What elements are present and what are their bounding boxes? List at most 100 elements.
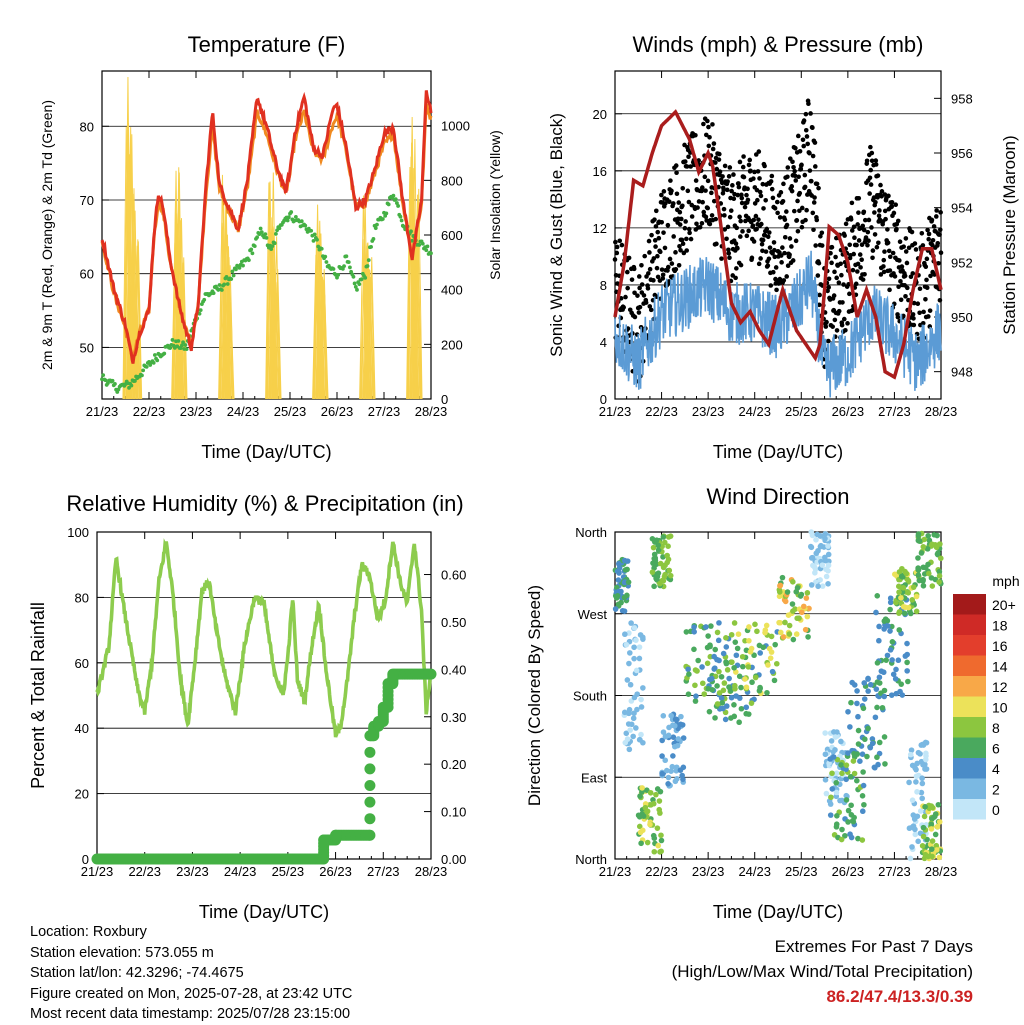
gust-point [657,249,663,255]
rh-y2tick-label: 0.00 [441,852,466,867]
direction-point [832,734,839,740]
direction-point [813,550,820,557]
gust-point [688,236,694,242]
direction-point [869,740,876,747]
direction-point [931,814,937,820]
gust-point [856,210,861,215]
speed-legend-label: 12 [992,679,1008,695]
gust-point [760,181,766,187]
gust-point [787,236,793,241]
dewpoint-point [151,361,156,365]
direction-point [649,535,656,542]
gust-point [852,235,857,241]
direction-point [921,571,928,577]
gust-point [874,244,880,250]
direction-point [929,838,936,844]
direction-point [670,753,676,759]
gust-point [811,227,816,232]
direction-point [859,808,866,815]
dewpoint-point [359,277,364,282]
speed-legend-swatch [953,799,986,820]
gust-point [661,230,666,235]
gust-point [784,209,789,214]
gust-point [868,144,873,150]
gust-point [653,244,658,249]
dewpoint-point [181,340,185,345]
gust-point [868,182,874,187]
direction-point [731,713,738,720]
direction-point [790,579,796,585]
dewpoint-point [348,265,352,270]
direction-point [638,731,644,738]
created-text: Figure created on Mon, 2025-07-28, at 23… [30,985,353,1002]
direction-point [793,631,800,637]
gust-point [704,218,709,223]
dewpoint-point [241,263,245,268]
dir-xlabel: Time (Day/UTC) [713,902,843,922]
direction-point [838,836,845,843]
direction-point [833,779,840,786]
gust-point [774,287,779,293]
solar-spike [317,291,326,400]
dewpoint-point [336,272,341,277]
gust-point [901,244,906,249]
gust-point [688,164,694,169]
gust-point [739,192,744,198]
direction-point [714,683,720,689]
temp-xtick-label: 23/23 [180,404,213,419]
direction-point [907,751,914,758]
gust-point [665,264,671,270]
direction-point [873,686,880,692]
dir-xtick-label: 27/23 [878,864,911,879]
direction-point [701,691,708,697]
gust-point [746,228,751,234]
gust-point [785,174,790,180]
gust-point [659,192,664,198]
dewpoint-point [264,235,269,240]
direction-point [631,655,637,662]
direction-point [881,693,888,700]
gust-point [713,160,718,165]
gust-point [929,217,935,223]
direction-point [865,688,871,694]
gust-point [938,250,944,256]
dewpoint-point [272,241,277,246]
direction-point [661,539,668,546]
wind-line [614,250,942,398]
gust-point [935,240,941,246]
direction-point [630,733,636,740]
direction-point [822,531,828,537]
direction-point [887,606,893,613]
direction-point [936,854,943,861]
solar-spike [178,275,186,400]
dewpoint-point [263,232,268,237]
direction-point [768,633,775,640]
gust-point [730,183,735,188]
direction-point [810,562,816,569]
dir-xtick-label: 21/23 [599,864,632,879]
gust-point [793,178,799,183]
gust-point [807,168,813,173]
gust-point [792,168,797,174]
rh-xtick-label: 26/23 [319,864,352,879]
direction-point [655,842,662,849]
direction-point [842,832,848,839]
direction-point [843,776,849,783]
dewpoint-point [373,226,378,231]
direction-point [636,823,643,830]
gust-point [669,261,675,266]
gust-point [742,204,748,210]
dewpoint-point [219,288,224,292]
direction-point [640,685,646,691]
dewpoint-point [217,283,222,287]
direction-point [669,763,676,770]
direction-point [935,550,941,556]
dewpoint-point [398,214,403,219]
direction-point [833,770,840,776]
direction-point [665,780,671,787]
gust-point [617,238,623,244]
direction-point [859,751,866,758]
dewpoint-point [299,219,304,224]
gust-point [751,239,757,244]
gust-point [917,286,923,292]
